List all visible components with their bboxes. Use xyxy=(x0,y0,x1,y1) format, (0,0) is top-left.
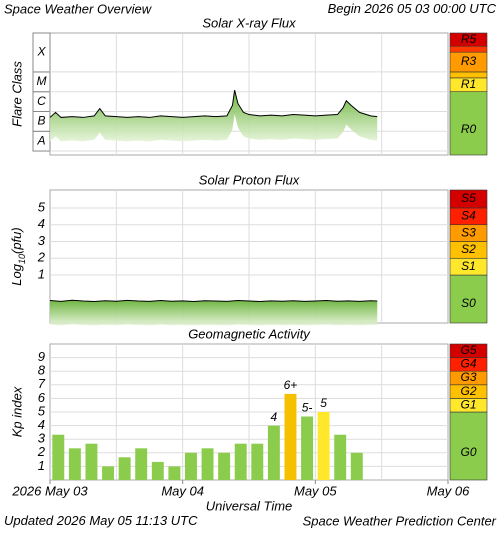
scale-band xyxy=(449,91,488,156)
scale-label: R0 xyxy=(461,122,477,136)
scale-label: S5 xyxy=(461,191,476,205)
scale-band xyxy=(449,71,488,79)
bar xyxy=(201,448,214,480)
updated-time: 2026 May 05 11:13 UTC xyxy=(56,513,198,528)
y-tick-label: X xyxy=(36,45,46,59)
bar xyxy=(135,448,148,480)
scale-label: G2 xyxy=(460,384,476,398)
y-tick-label: 2 xyxy=(37,444,46,459)
bar xyxy=(350,452,363,480)
bar xyxy=(301,416,314,480)
scale-label: G4 xyxy=(460,357,476,371)
bar xyxy=(118,457,131,480)
scale-label: R3 xyxy=(461,54,477,68)
scale-label: S2 xyxy=(461,242,476,256)
begin-time: 2026 05 03 00:00 UTC xyxy=(363,1,496,16)
bar xyxy=(184,452,197,480)
y-tick-label: 4 xyxy=(38,216,45,231)
scale-band xyxy=(449,343,488,358)
y-axis-label: Log10(pfu) xyxy=(9,227,27,285)
bar xyxy=(102,466,115,480)
bar xyxy=(267,425,280,480)
scale-label: R1 xyxy=(461,77,476,91)
y-tick-label: C xyxy=(37,94,46,108)
scale-label: G3 xyxy=(460,370,476,384)
line xyxy=(49,90,378,118)
x-axis-label: Universal Time xyxy=(206,498,293,513)
area-fill xyxy=(50,300,378,326)
bar xyxy=(317,412,330,480)
bar xyxy=(234,443,247,480)
bar xyxy=(284,393,297,480)
y-tick-label: 3 xyxy=(38,431,46,446)
scale-label: G0 xyxy=(460,445,476,459)
y-tick-label: 7 xyxy=(38,376,46,391)
x-tick-label: May 04 xyxy=(161,483,204,498)
y-tick-label: 8 xyxy=(38,363,46,378)
scale-label: R5 xyxy=(461,32,477,46)
chart-title: Solar Proton Flux xyxy=(199,172,300,187)
scale-label: G5 xyxy=(460,343,476,357)
updated-label: Updated xyxy=(4,513,54,528)
updated: Updated 2026 May 05 11:13 UTC xyxy=(4,513,198,528)
class-box xyxy=(32,32,51,73)
credit: Space Weather Prediction Center xyxy=(303,513,497,528)
y-tick-label: 5 xyxy=(38,199,46,214)
y-axis-label: Kp index xyxy=(9,386,24,437)
scale-label: S3 xyxy=(461,225,476,239)
bar xyxy=(218,452,231,480)
value-label: 6+ xyxy=(284,378,298,392)
x-tick-label: 2026 May 03 xyxy=(11,483,88,498)
scale-label: S4 xyxy=(461,209,476,223)
x-tick-label: May 06 xyxy=(427,483,470,498)
begin-label: Begin xyxy=(328,1,361,16)
scale-label: S0 xyxy=(461,296,476,310)
area-fill xyxy=(50,90,378,142)
bar xyxy=(68,448,81,480)
y-tick-label: 3 xyxy=(38,233,46,248)
value-label: 4 xyxy=(271,410,278,424)
y-axis-label-part: (pfu) xyxy=(9,227,24,254)
y-tick-label: 1 xyxy=(38,266,45,281)
y-tick-label: 1 xyxy=(38,458,45,473)
bar xyxy=(52,434,65,480)
scale-band xyxy=(449,274,488,324)
begin: Begin 2026 05 03 00:00 UTC xyxy=(328,1,497,16)
page-title: Space Weather Overview xyxy=(4,1,153,16)
bar xyxy=(85,443,98,480)
value-label: 5- xyxy=(302,401,313,415)
chart-title: Solar X-ray Flux xyxy=(202,15,296,30)
y-axis-label: Flare Class xyxy=(9,61,24,127)
bar xyxy=(151,461,164,480)
scale-band xyxy=(449,45,488,53)
scale-band xyxy=(449,32,488,47)
y-axis-label-part: 10 xyxy=(17,254,27,264)
y-axis-label-part: Log xyxy=(9,263,24,285)
line xyxy=(49,299,378,303)
y-tick-label: 4 xyxy=(38,417,45,432)
bar xyxy=(334,434,347,480)
scale-label: S1 xyxy=(461,259,476,273)
value-label: 5 xyxy=(320,396,327,410)
chart-title: Geomagnetic Activity xyxy=(188,326,311,341)
y-tick-label: 5 xyxy=(38,403,46,418)
scale-band xyxy=(449,189,488,209)
y-tick-label: 2 xyxy=(37,250,46,265)
y-tick-label: 9 xyxy=(38,349,45,364)
x-tick-label: May 05 xyxy=(294,483,337,498)
y-tick-label: 6 xyxy=(38,390,46,405)
y-tick-label: M xyxy=(37,74,47,88)
bar xyxy=(251,443,264,480)
scale-band xyxy=(449,411,488,481)
scale-label: G1 xyxy=(460,397,476,411)
y-tick-label: A xyxy=(36,133,45,147)
y-tick-label: B xyxy=(37,114,45,128)
bar xyxy=(168,466,181,480)
